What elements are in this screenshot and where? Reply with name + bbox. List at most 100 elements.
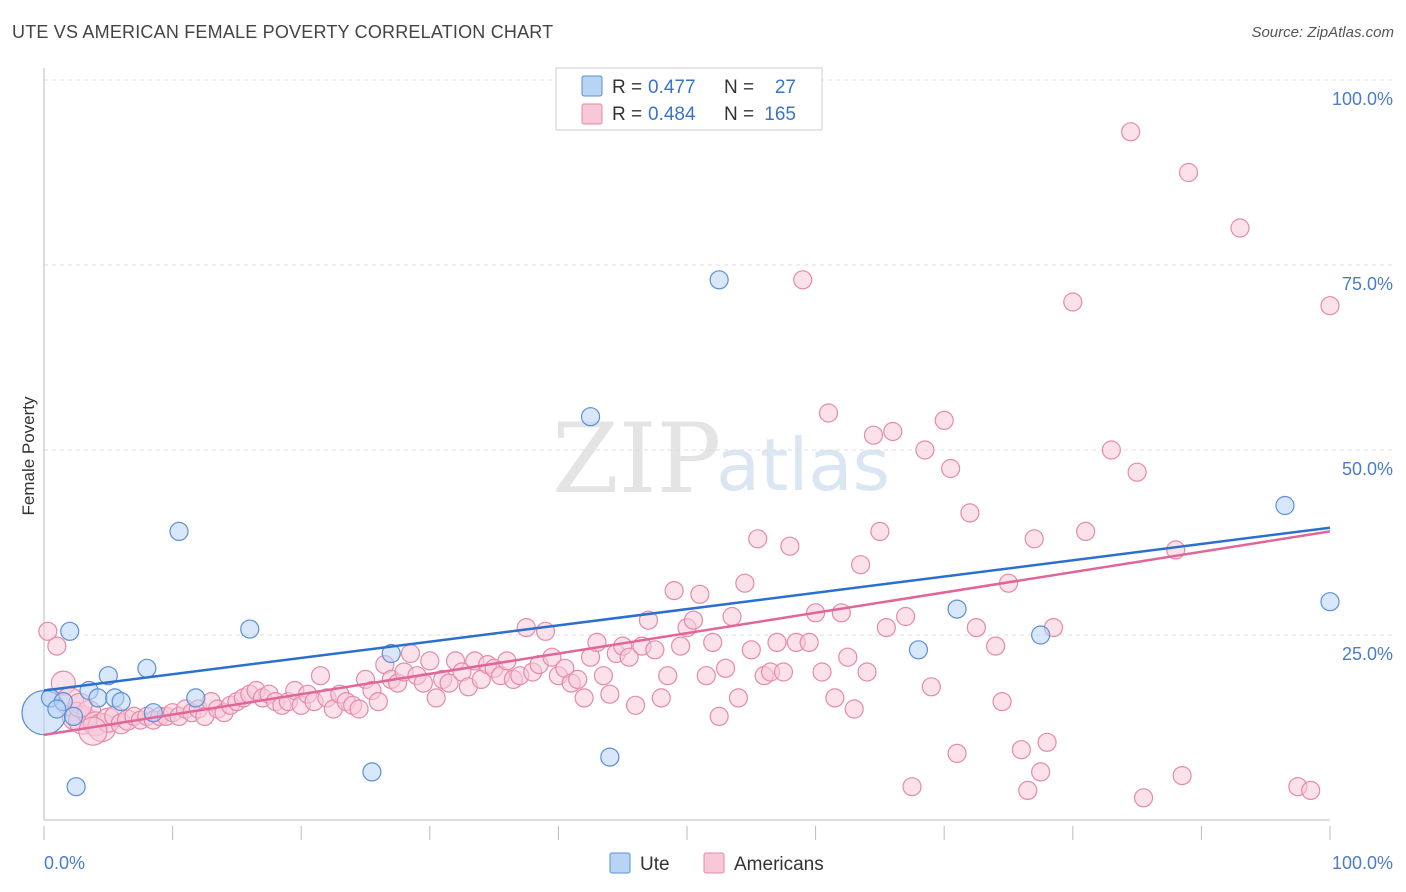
americans-point bbox=[966, 617, 986, 638]
americans-point bbox=[876, 617, 896, 638]
y-tick-labels: 25.0% 50.0% 75.0% 100.0% bbox=[1332, 89, 1393, 664]
legend-r-value: 0.477 bbox=[648, 77, 696, 98]
source-label: Source: ZipAtlas.com bbox=[1251, 24, 1394, 41]
americans-point bbox=[844, 699, 864, 719]
y-tick-label: 25.0% bbox=[1342, 644, 1393, 664]
bottom-legend-label-ute: Ute bbox=[640, 854, 670, 875]
ute-points bbox=[21, 270, 1340, 797]
americans-point bbox=[896, 606, 916, 627]
bottom-legend-swatch-americans bbox=[703, 852, 725, 874]
americans-point bbox=[773, 662, 794, 682]
ute-point bbox=[381, 643, 401, 664]
ute-point bbox=[709, 270, 729, 290]
ute-point bbox=[137, 658, 157, 678]
ute-point bbox=[66, 777, 86, 797]
americans-point bbox=[703, 632, 723, 653]
americans-point bbox=[670, 636, 691, 656]
americans-point bbox=[1178, 162, 1199, 183]
americans-point bbox=[1037, 732, 1057, 752]
americans-point bbox=[368, 691, 388, 712]
watermark-atlas: atlas bbox=[716, 423, 890, 507]
ute-point bbox=[169, 521, 189, 542]
americans-point bbox=[902, 777, 922, 797]
chart-title: UTE VS AMERICAN FEMALE POVERTY CORRELATI… bbox=[12, 22, 554, 42]
bottom-legend-swatch-ute bbox=[609, 852, 631, 874]
americans-point bbox=[818, 403, 839, 423]
x-ticks bbox=[43, 826, 1331, 840]
ute-point bbox=[240, 619, 260, 639]
americans-point bbox=[625, 695, 646, 715]
ute-point bbox=[1031, 625, 1051, 645]
americans-point bbox=[863, 425, 884, 445]
americans-point bbox=[1018, 780, 1038, 801]
y-tick-label: 100.0% bbox=[1332, 89, 1393, 109]
americans-point bbox=[1101, 440, 1121, 460]
americans-trend-line bbox=[43, 530, 1331, 737]
americans-point bbox=[748, 529, 768, 549]
ute-point bbox=[47, 699, 67, 719]
americans-point bbox=[400, 643, 421, 664]
y-axis-label: Female Poverty bbox=[19, 396, 38, 516]
americans-point bbox=[1031, 762, 1051, 782]
americans-point bbox=[420, 651, 440, 671]
ute-trend-line bbox=[43, 526, 1331, 692]
ute-point bbox=[111, 691, 131, 712]
americans-point bbox=[439, 673, 459, 693]
americans-point bbox=[651, 688, 671, 708]
americans-point bbox=[78, 716, 108, 746]
americans-point bbox=[696, 666, 716, 686]
legend-r-label: R = bbox=[612, 104, 642, 125]
bottom-legend: Ute Americans bbox=[609, 852, 824, 875]
americans-point bbox=[812, 662, 832, 682]
americans-point bbox=[838, 647, 858, 667]
ute-point bbox=[908, 640, 929, 660]
legend-n-label: N = bbox=[724, 77, 754, 98]
ute-point bbox=[1275, 495, 1295, 516]
ute-point bbox=[88, 688, 108, 708]
americans-point bbox=[349, 699, 369, 719]
americans-point bbox=[1076, 521, 1096, 542]
americans-point bbox=[793, 270, 813, 290]
americans-point bbox=[735, 573, 755, 593]
legend-n-label: N = bbox=[724, 104, 754, 125]
ute-point bbox=[580, 407, 601, 427]
ute-point bbox=[98, 666, 118, 686]
americans-point bbox=[593, 666, 614, 686]
americans-point bbox=[767, 632, 787, 653]
americans-point bbox=[941, 458, 961, 479]
americans-point bbox=[1301, 780, 1321, 801]
americans-point bbox=[799, 632, 819, 653]
americans-point bbox=[1133, 788, 1154, 808]
ute-point bbox=[63, 706, 84, 727]
watermark-zip: ZIP bbox=[552, 403, 721, 515]
americans-point bbox=[992, 691, 1012, 712]
legend-n-value: 27 bbox=[775, 77, 796, 98]
americans-point bbox=[1024, 529, 1044, 549]
y-tick-label: 75.0% bbox=[1342, 274, 1393, 294]
ute-point bbox=[362, 762, 382, 782]
americans-point bbox=[921, 677, 941, 697]
watermark: ZIP atlas bbox=[552, 403, 890, 515]
americans-point bbox=[1127, 462, 1147, 482]
americans-point bbox=[690, 584, 710, 604]
americans-point bbox=[883, 421, 903, 442]
americans-point bbox=[1230, 218, 1250, 238]
legend-swatch-ute bbox=[581, 75, 603, 97]
americans-point bbox=[310, 666, 331, 686]
ute-point bbox=[60, 621, 80, 641]
legend-n-value: 165 bbox=[764, 104, 796, 125]
ute-point bbox=[186, 688, 206, 708]
ute-point bbox=[600, 747, 620, 767]
americans-point bbox=[1320, 296, 1340, 316]
legend-swatch-americans bbox=[581, 103, 603, 125]
americans-point bbox=[857, 662, 877, 682]
americans-point bbox=[664, 580, 684, 601]
americans-point bbox=[683, 610, 704, 630]
americans-point bbox=[825, 688, 845, 708]
americans-point bbox=[658, 666, 678, 686]
y-tick-label: 50.0% bbox=[1342, 459, 1393, 479]
americans-point bbox=[728, 688, 749, 708]
americans-point bbox=[426, 688, 446, 708]
americans-point bbox=[722, 606, 742, 627]
